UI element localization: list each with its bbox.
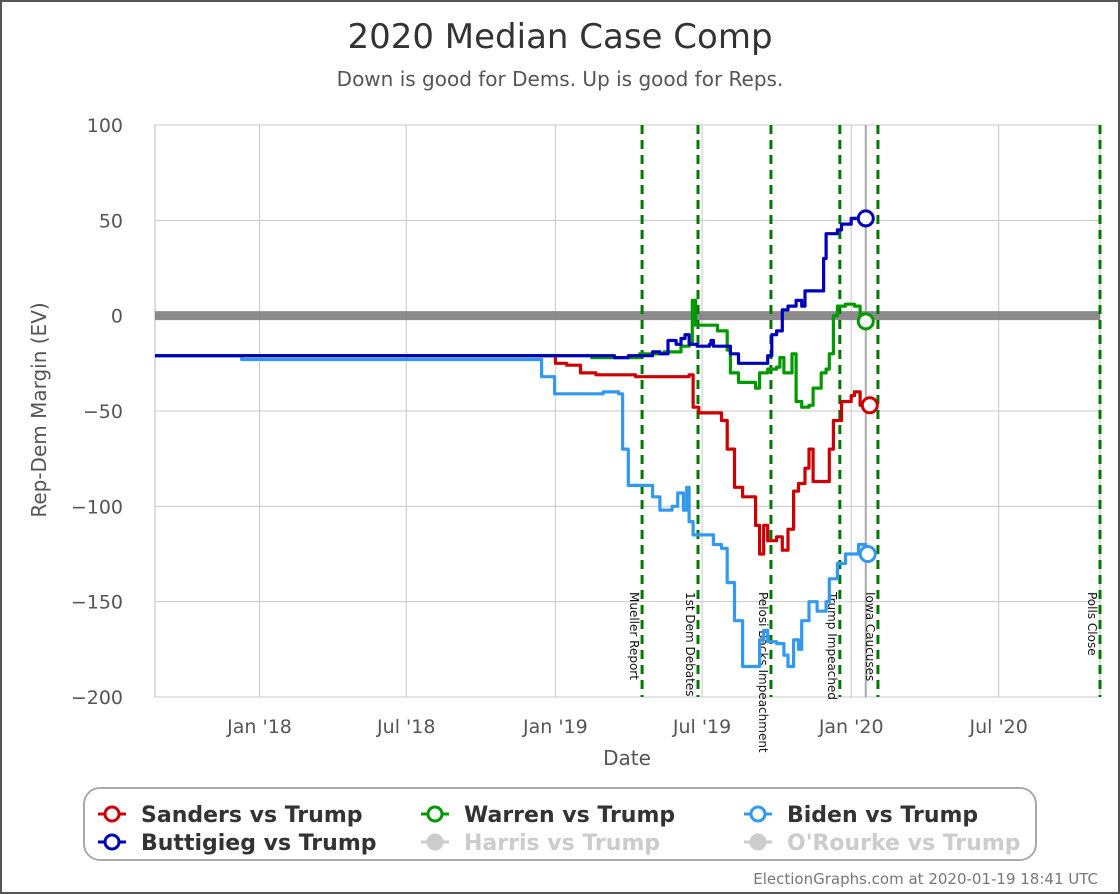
y-tick-label: −50 [83,401,123,423]
x-tick-label: Jul '18 [376,716,435,738]
legend-label: Warren vs Trump [464,803,675,828]
legend: Sanders vs Trump Warren vs Trump Biden vs … [98,803,1021,856]
legend-swatch-marker [426,805,444,823]
legend-swatch-marker [426,833,444,851]
y-tick-label: −100 [71,496,123,518]
event-label: Pelosi Backs Impeachment [756,592,770,753]
series-lines [155,209,879,669]
series-line [155,298,866,409]
event-label: Trump Impeached [825,591,839,700]
event-markers: Mueller Report 1st Dem Debates Pelosi Back… [627,125,1102,753]
chart-title: 2020 Median Case Comp [347,17,772,57]
y-axis-label: Rep-Dem Margin (EV) [27,302,51,517]
legend-swatch-marker [749,833,767,851]
series-end-marker [860,396,879,415]
event-label: Polls Close [1085,592,1099,656]
series-end-marker [856,312,875,331]
y-tick-label: −200 [71,687,123,709]
x-tick-label: Jul '20 [969,716,1028,738]
legend-box [83,787,1037,861]
event-label: Mueller Report [627,592,641,680]
x-tick-label: Jul '19 [672,716,731,738]
legend-swatch-marker [103,805,121,823]
legend-swatch-marker [103,833,121,851]
y-tick-label: −150 [71,592,123,614]
x-axis-label: Date [603,746,651,770]
series-line [155,354,868,669]
legend-label: Sanders vs Trump [141,803,363,828]
series-line [155,354,866,556]
event-label: Iowa Caucuses [863,592,877,681]
chart-subtitle: Down is good for Dems. Up is good for Re… [337,67,784,91]
series-line [155,216,866,365]
legend-label: O'Rourke vs Trump [787,831,1021,856]
event-label: 1st Dem Debates [683,592,697,696]
legend-label: Buttigieg vs Trump [141,831,377,856]
y-tick-label: 100 [87,115,123,137]
legend-swatch-marker [749,805,767,823]
x-tick-label: Jan '19 [522,716,588,738]
x-tick-label: Jan '18 [226,716,292,738]
legend-label: Harris vs Trump [464,831,660,856]
series-end-marker [856,209,875,228]
series-end-marker [858,545,877,563]
y-tick-label: 0 [111,306,123,328]
y-tick-label: 50 [99,210,123,232]
axis-ticks: 100 50 0 −50 −100 −150 −200 Jan '18 Jul '18 Jan '… [71,115,1028,738]
legend-label: Biden vs Trump [787,803,978,828]
x-tick-label: Jan '20 [818,716,884,738]
credit-text: ElectionGraphs.com at 2020-01-19 18:41 U… [753,870,1098,888]
